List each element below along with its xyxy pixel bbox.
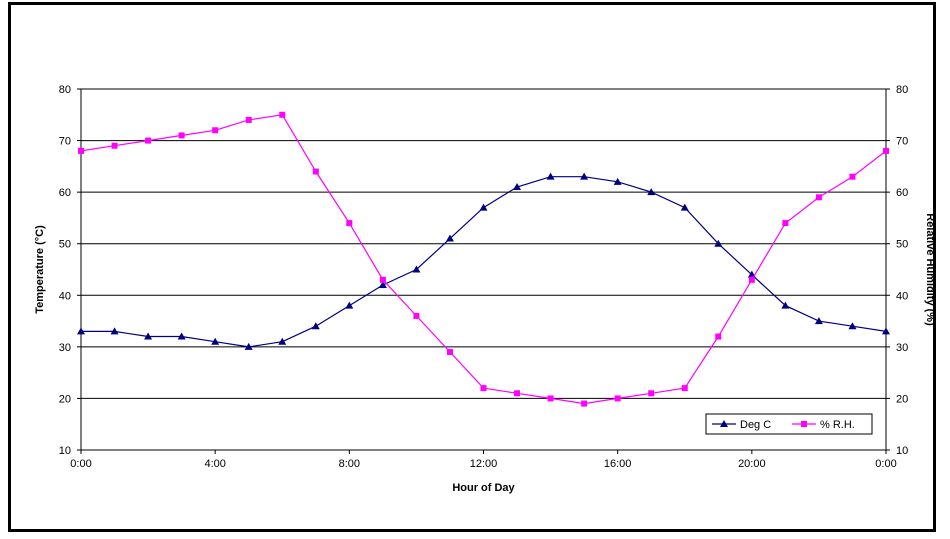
data-point <box>547 395 554 402</box>
y-tick-label: 10 <box>59 445 71 457</box>
data-point <box>613 177 622 185</box>
y-tick-label: 60 <box>59 187 71 199</box>
x-axis-ticks: 0:00 4:00 8:00 12:00 16:00 20:00 0:00 <box>70 450 897 470</box>
y-tick-label: 50 <box>59 239 71 251</box>
data-point <box>814 317 823 325</box>
legend: Deg C % R.H. <box>705 413 873 435</box>
series-1 <box>77 172 890 350</box>
x-tick-label: 12:00 <box>470 458 498 470</box>
y2-tick-label: 50 <box>896 239 908 251</box>
data-point <box>346 220 353 227</box>
data-point <box>345 301 354 309</box>
data-point <box>111 142 118 149</box>
y2-tick-label: 80 <box>896 84 908 96</box>
legend-marker <box>720 420 728 427</box>
chart-frame <box>8 2 936 532</box>
y2-tick-label: 40 <box>896 290 908 302</box>
data-point <box>412 265 421 273</box>
data-point <box>413 312 420 319</box>
data-point <box>514 390 521 397</box>
x-tick-label: 20:00 <box>738 458 766 470</box>
data-point <box>311 322 320 330</box>
data-point <box>110 327 119 335</box>
y-axis-title: Temperature (°C) <box>34 225 46 314</box>
legend-label: % R.H. <box>820 419 855 431</box>
plot-area <box>80 88 887 451</box>
series-layer <box>77 111 890 407</box>
data-point <box>714 239 723 247</box>
data-point <box>849 173 856 180</box>
x-tick-label: 0:00 <box>875 458 896 470</box>
data-point <box>78 147 84 154</box>
y2-tick-label: 10 <box>896 445 908 457</box>
data-point <box>883 147 889 154</box>
legend-marker <box>801 421 807 427</box>
x-tick-label: 8:00 <box>339 458 360 470</box>
legend-box <box>705 413 873 435</box>
data-point <box>782 220 789 227</box>
data-point <box>647 188 656 196</box>
data-point <box>445 234 454 242</box>
data-point <box>479 203 488 211</box>
data-point <box>312 168 319 175</box>
series-2 <box>78 111 889 407</box>
data-point <box>211 337 220 345</box>
data-point <box>279 111 286 118</box>
data-point <box>614 395 621 402</box>
data-point <box>244 342 253 350</box>
y2-tick-label: 60 <box>896 187 908 199</box>
data-point <box>580 172 589 180</box>
legend-item: Deg C <box>712 419 771 431</box>
y-tick-label: 70 <box>59 136 71 148</box>
data-point <box>245 116 252 123</box>
y2-tick-label: 70 <box>896 136 908 148</box>
data-point <box>848 322 857 330</box>
data-point <box>144 332 153 340</box>
data-point <box>145 137 152 144</box>
data-point <box>581 400 588 407</box>
x-tick-label: 0:00 <box>70 458 91 470</box>
legend-label: Deg C <box>740 419 771 431</box>
y2-tick-label: 20 <box>896 393 908 405</box>
legend-item: % R.H. <box>792 419 855 431</box>
data-point <box>379 276 386 283</box>
data-point <box>715 333 722 340</box>
y-tick-label: 40 <box>59 290 71 302</box>
data-point <box>546 172 555 180</box>
data-point <box>77 327 85 335</box>
data-point <box>178 132 185 139</box>
y2-tick-label: 30 <box>896 342 908 354</box>
y-tick-label: 20 <box>59 393 71 405</box>
data-point <box>278 337 287 345</box>
data-point <box>781 301 790 309</box>
right-axis-ticks: 10 20 30 40 50 60 70 80 <box>886 84 908 457</box>
x-axis-title: Hour of Day <box>452 482 515 494</box>
data-point <box>177 332 186 340</box>
left-axis-ticks: 10 20 30 40 50 60 70 80 <box>59 84 81 457</box>
data-point <box>446 349 453 356</box>
data-point <box>480 385 487 392</box>
x-tick-label: 16:00 <box>604 458 632 470</box>
y2-axis-title: Relative Humidity (%) <box>924 213 936 326</box>
y-tick-label: 80 <box>59 84 71 96</box>
data-point <box>681 385 688 392</box>
series-line <box>80 114 887 405</box>
data-point <box>212 127 219 134</box>
data-point <box>815 194 822 201</box>
data-point <box>378 280 387 288</box>
data-point <box>748 276 755 283</box>
x-tick-label: 4:00 <box>204 458 225 470</box>
gridlines <box>81 140 886 399</box>
data-point <box>882 327 890 335</box>
series-line <box>81 176 887 348</box>
data-point <box>513 182 522 190</box>
data-point <box>680 203 689 211</box>
data-point <box>648 390 655 397</box>
y-tick-label: 30 <box>59 342 71 354</box>
